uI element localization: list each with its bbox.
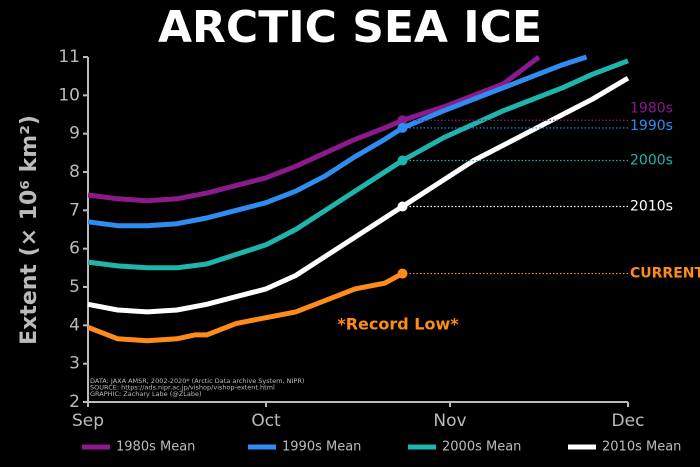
end-label: CURRENT — [630, 266, 700, 282]
y-tick-label: 10 — [58, 85, 80, 105]
current-line — [87, 271, 404, 344]
series-line — [87, 55, 541, 204]
x-tick-label: Oct — [251, 411, 281, 431]
legend-label: 2010s Mean — [602, 440, 681, 455]
y-tick-label: 8 — [69, 162, 80, 182]
x-tick-label: Sep — [72, 411, 104, 431]
end-label: 2010s — [630, 199, 673, 215]
series-line — [87, 54, 588, 229]
y-tick-label: 7 — [69, 200, 80, 220]
legend-label: 1980s Mean — [116, 440, 195, 455]
end-point — [397, 201, 408, 212]
legend-label: 1990s Mean — [282, 440, 361, 455]
y-tick-label: 6 — [69, 239, 80, 259]
credit: GRAPHIC: Zachary Labe (@ZLabe) — [90, 390, 202, 398]
credit: SOURCE: https://ads.nipr.ac.jp/vishop/vi… — [90, 384, 275, 392]
y-tick-label: 11 — [58, 47, 80, 67]
y-tick-label: 2 — [69, 392, 80, 412]
end-label: 2000s — [630, 153, 673, 169]
y-tick-label: 4 — [69, 315, 80, 335]
legend-label: 2000s Mean — [442, 440, 521, 455]
x-tick-label: Dec — [612, 411, 645, 431]
y-tick-label: 9 — [69, 124, 80, 144]
chart-title: ARCTIC SEA ICE — [158, 2, 542, 53]
series-line — [87, 58, 629, 271]
end-point — [397, 268, 408, 279]
y-tick-label: 5 — [69, 277, 80, 297]
y-tick-label: 3 — [69, 354, 80, 374]
x-tick-label: Nov — [433, 411, 466, 431]
series-line — [87, 75, 630, 315]
end-label: 1980s — [630, 100, 673, 116]
annotation: *Record Low* — [337, 315, 459, 334]
end-point — [397, 115, 408, 126]
y-axis-label: Extent (× 10⁶ km²) — [17, 115, 42, 345]
credit: DATA: JAXA AMSR, 2002-2020* (Arctic Data… — [90, 377, 304, 385]
end-label: 1990s — [630, 118, 673, 134]
end-point — [397, 155, 408, 166]
end-point — [397, 122, 408, 133]
